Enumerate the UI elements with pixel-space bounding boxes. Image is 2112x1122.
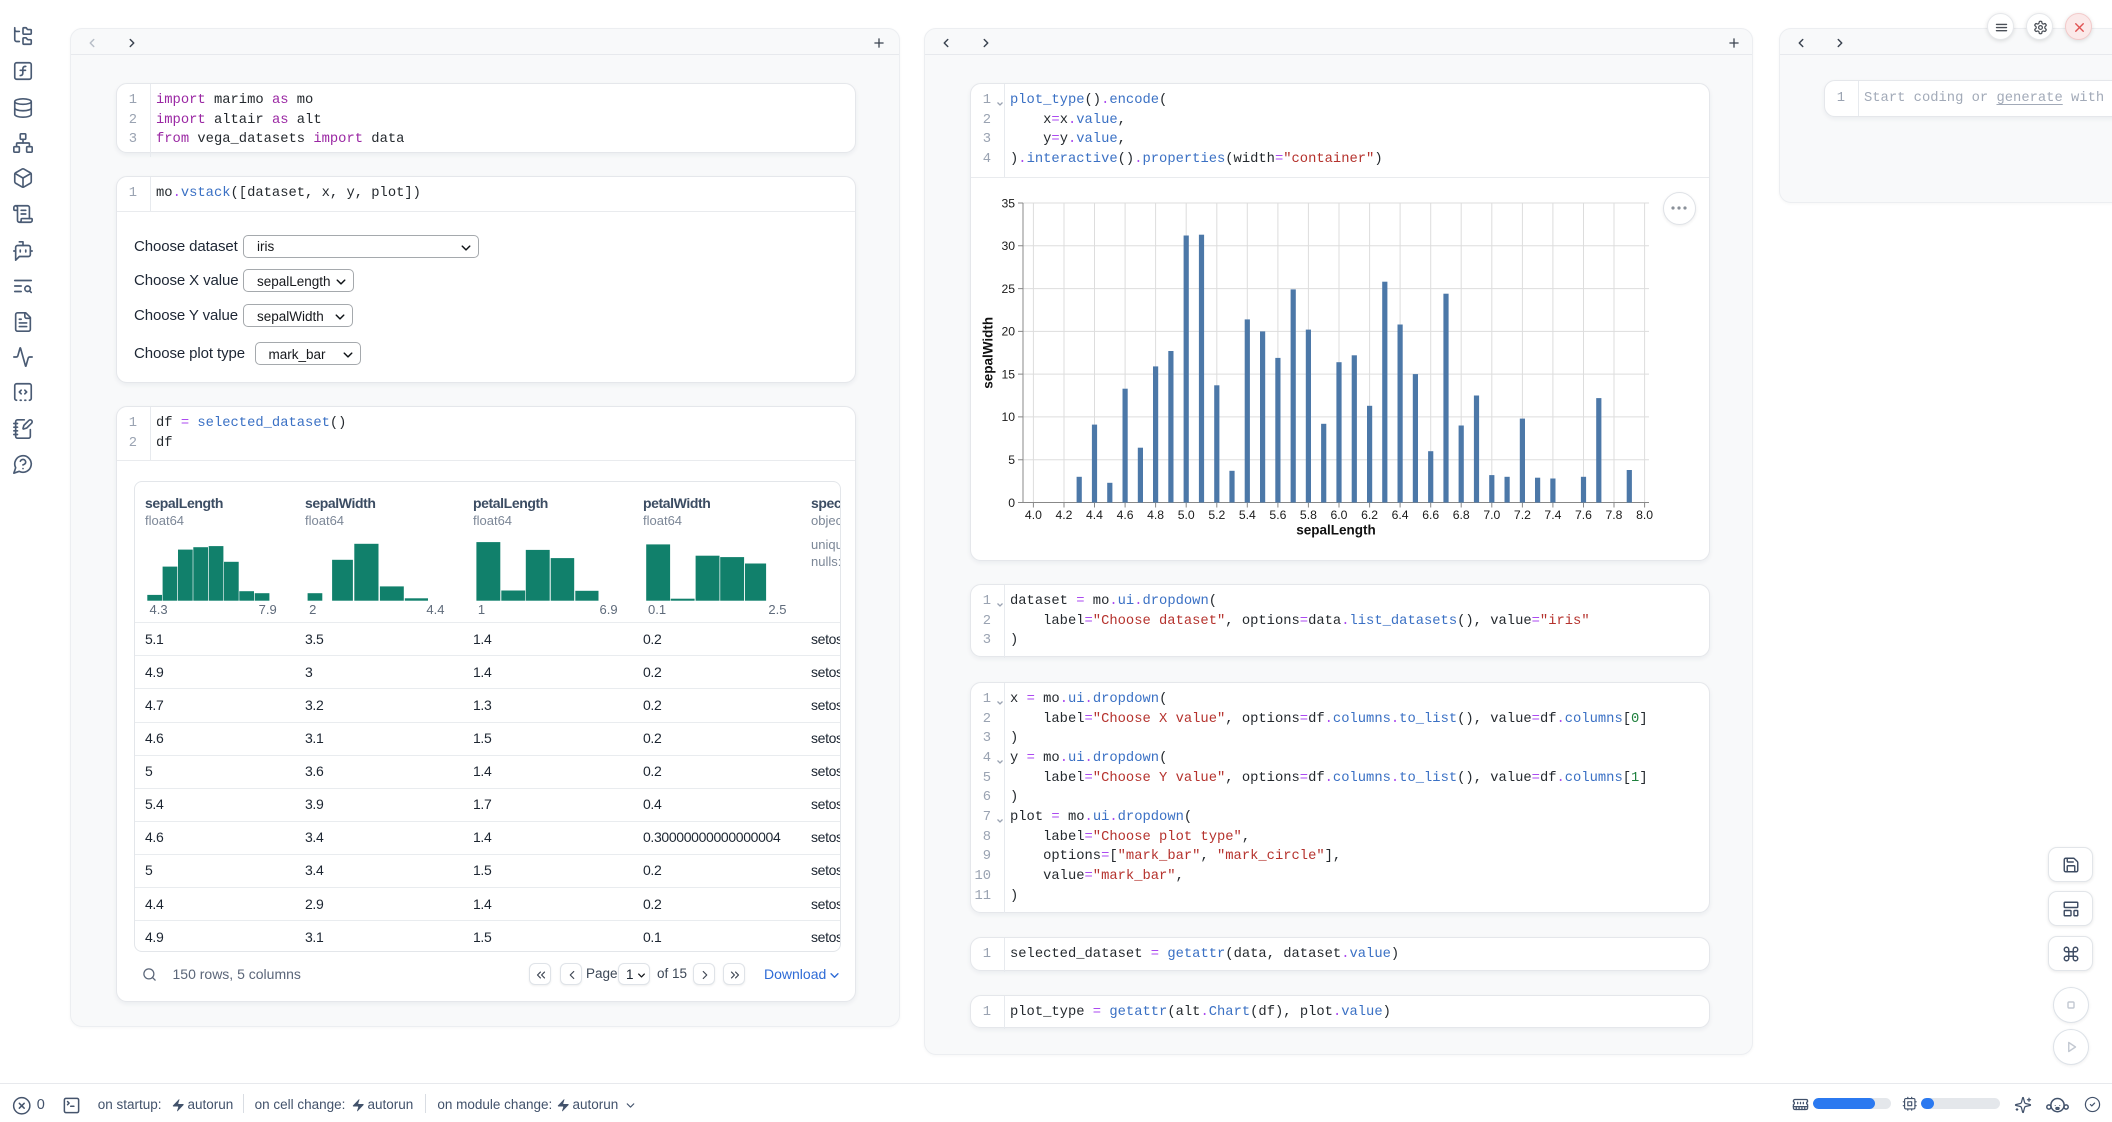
svg-text:4.6: 4.6: [1117, 508, 1134, 522]
svg-text:8.0: 8.0: [1636, 508, 1653, 522]
svg-text:5: 5: [1008, 453, 1015, 467]
svg-text:6.2: 6.2: [1361, 508, 1378, 522]
svg-text:6.4: 6.4: [1392, 508, 1409, 522]
svg-text:0: 0: [1008, 496, 1015, 510]
svg-text:30: 30: [1001, 239, 1015, 253]
svg-text:4.0: 4.0: [1025, 508, 1042, 522]
svg-text:10: 10: [1001, 410, 1015, 424]
svg-text:7.8: 7.8: [1606, 508, 1623, 522]
svg-text:4.8: 4.8: [1147, 508, 1164, 522]
svg-text:6.8: 6.8: [1453, 508, 1470, 522]
svg-text:5.6: 5.6: [1269, 508, 1286, 522]
svg-text:7.6: 7.6: [1575, 508, 1592, 522]
svg-text:6.0: 6.0: [1331, 508, 1348, 522]
svg-text:5.0: 5.0: [1178, 508, 1195, 522]
svg-text:5.2: 5.2: [1208, 508, 1225, 522]
svg-text:sepalLength: sepalLength: [1296, 523, 1376, 538]
svg-text:7.4: 7.4: [1544, 508, 1561, 522]
svg-text:15: 15: [1001, 367, 1015, 381]
svg-text:20: 20: [1001, 325, 1015, 339]
svg-text:7.0: 7.0: [1483, 508, 1500, 522]
svg-text:5.8: 5.8: [1300, 508, 1317, 522]
svg-text:25: 25: [1001, 282, 1015, 296]
svg-text:4.4: 4.4: [1086, 508, 1103, 522]
svg-text:4.2: 4.2: [1056, 508, 1073, 522]
svg-text:35: 35: [1001, 196, 1015, 210]
svg-text:5.4: 5.4: [1239, 508, 1256, 522]
svg-text:7.2: 7.2: [1514, 508, 1531, 522]
svg-text:sepalWidth: sepalWidth: [981, 317, 996, 389]
svg-text:6.6: 6.6: [1422, 508, 1439, 522]
